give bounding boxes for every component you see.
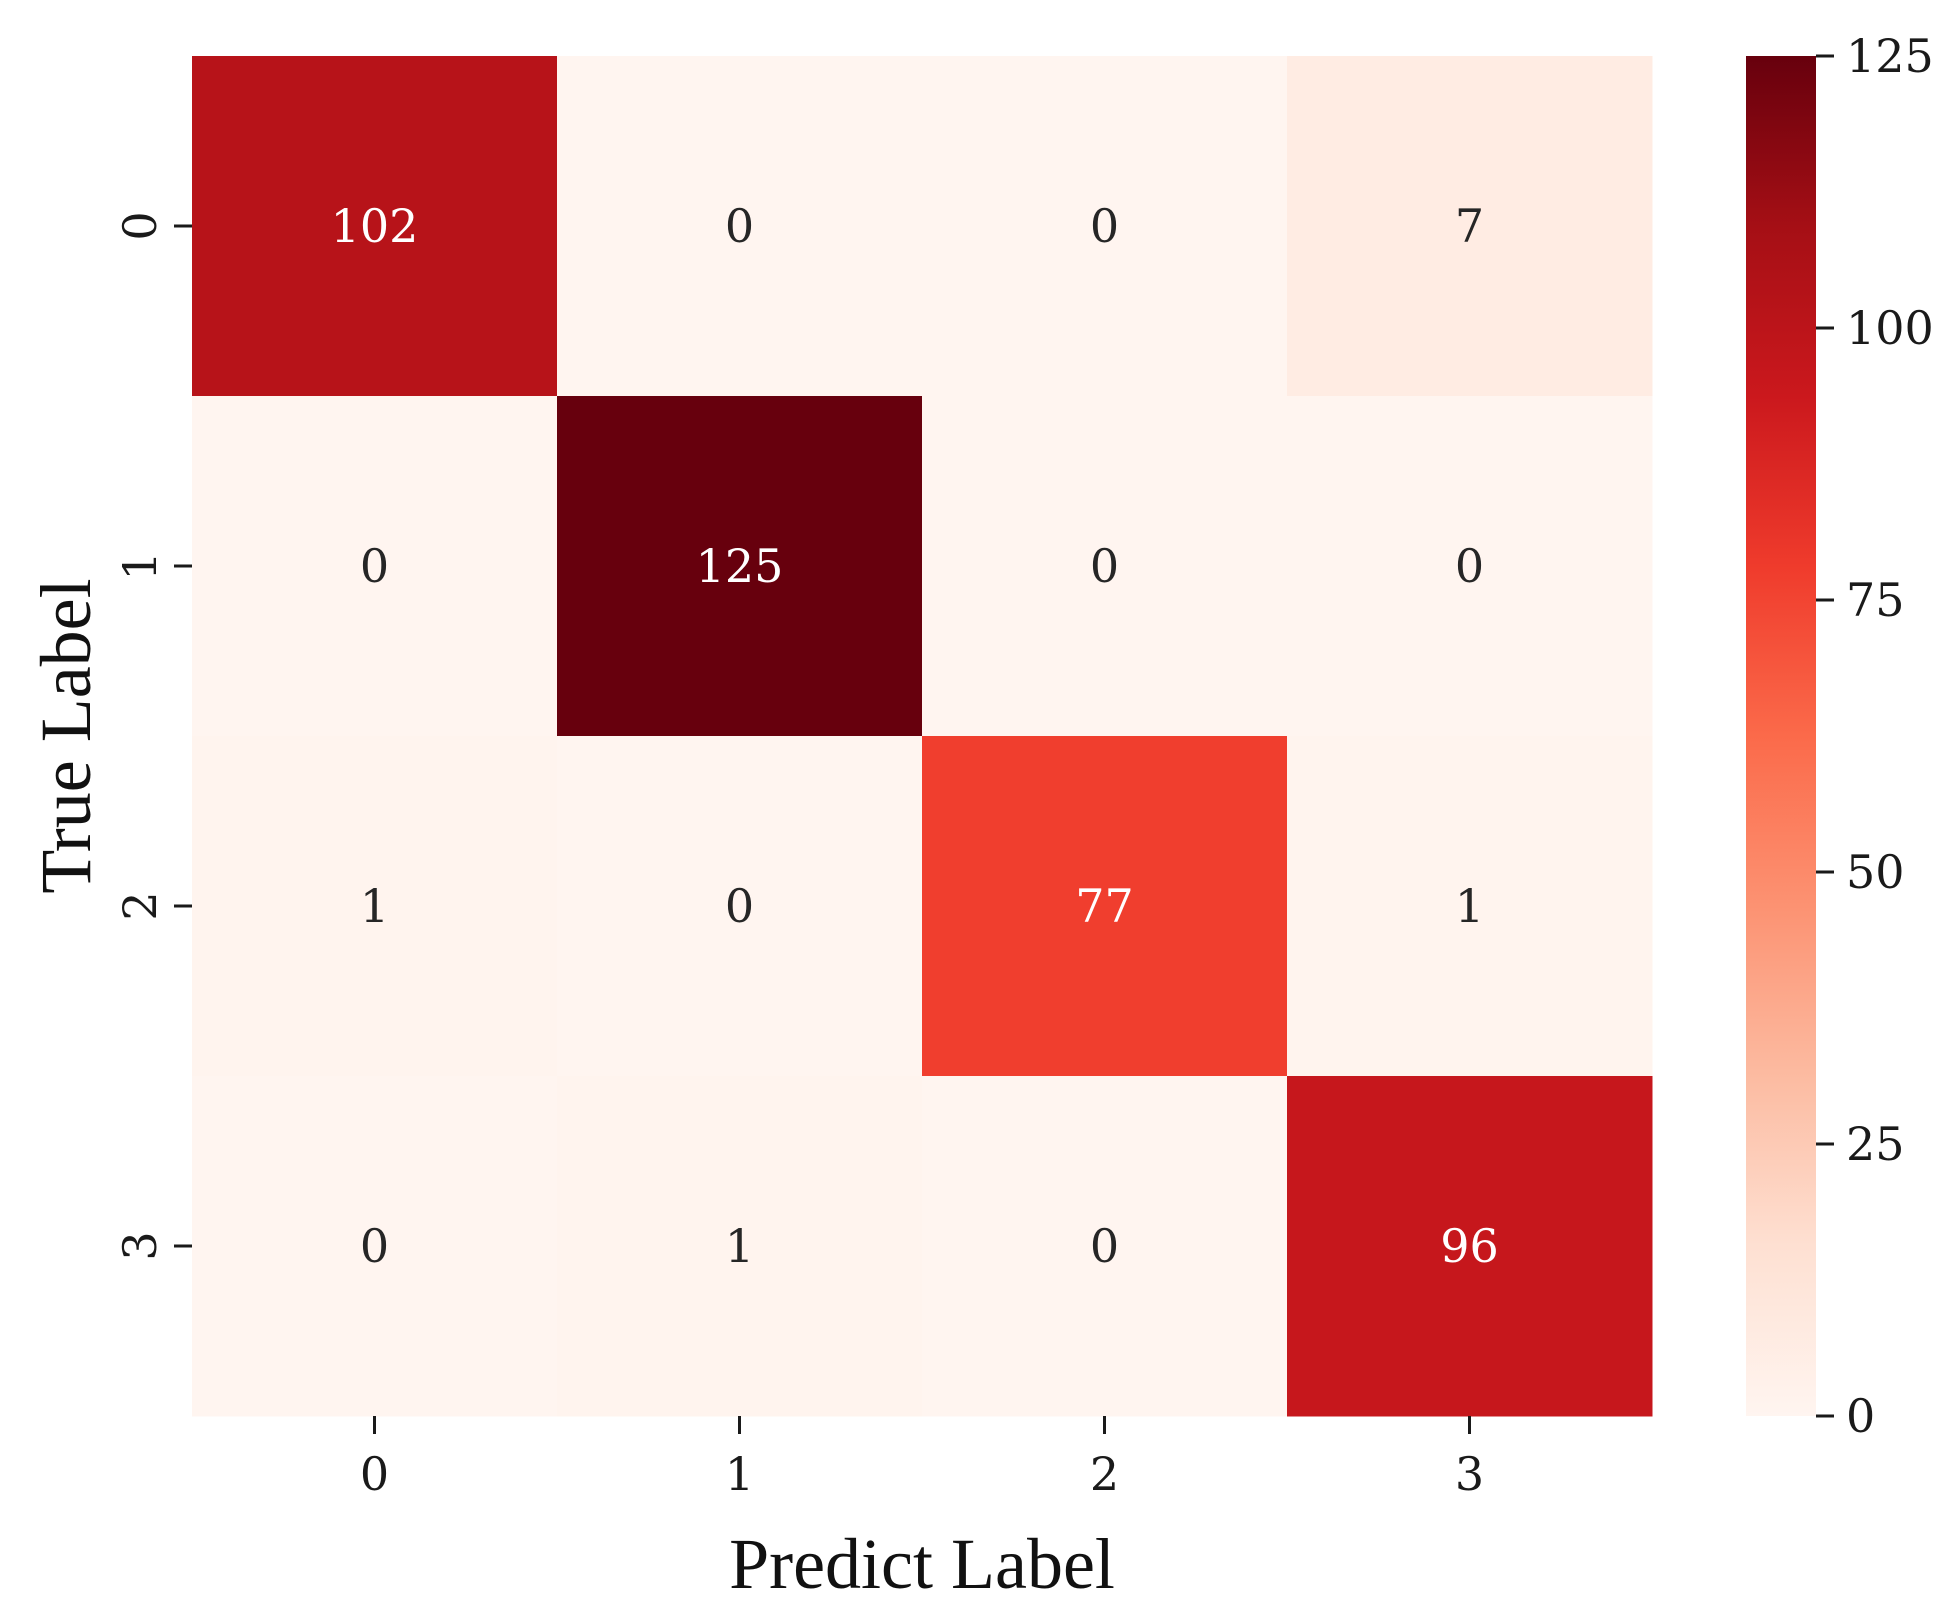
x-tick-label-1: 1: [725, 1447, 754, 1501]
cell-value-r1-c2: 0: [1090, 539, 1119, 593]
cell-value-r0-c0: 102: [331, 199, 419, 253]
cell-value-r2-c0: 1: [360, 879, 389, 933]
colorbar-tick-label-2: 50: [1846, 845, 1905, 899]
x-axis: 0 1 2 3: [360, 1416, 1484, 1501]
colorbar-tick-label-0: 0: [1846, 1389, 1875, 1443]
x-axis-title: Predict Label: [729, 1524, 1115, 1604]
heatmap-cell-r2-c2: [922, 736, 1288, 1077]
x-tick-label-0: 0: [360, 1447, 389, 1501]
cell-value-r0-c1: 0: [725, 199, 754, 253]
y-axis: 0 1 2 3: [113, 211, 192, 1261]
colorbar-tick-label-3: 75: [1846, 573, 1905, 627]
cell-value-r3-c2: 0: [1090, 1219, 1119, 1273]
cell-value-r3-c1: 1: [725, 1219, 754, 1273]
cell-value-r2-c2: 77: [1075, 879, 1134, 933]
x-tick-label-2: 2: [1090, 1447, 1119, 1501]
heatmap-cell-r2-c3: [1287, 736, 1653, 1077]
heatmap-cell-r2-c1: [557, 736, 923, 1077]
y-axis-title: True Label: [26, 578, 106, 893]
heatmap-cell-r0-c2: [922, 56, 1288, 397]
heatmap-cell-r2-c0: [192, 736, 558, 1077]
y-tick-label-2: 2: [113, 891, 167, 920]
cell-value-r0-c2: 0: [1090, 199, 1119, 253]
heatmap-cell-r3-c3: [1287, 1076, 1653, 1417]
heatmap-cell-r1-c2: [922, 396, 1288, 737]
heatmap-cell-r3-c2: [922, 1076, 1288, 1417]
colorbar-tick-label-5: 125: [1846, 29, 1934, 83]
cell-value-r0-c3: 7: [1455, 199, 1484, 253]
colorbar-tick-label-4: 100: [1846, 301, 1934, 355]
cell-value-r3-c3: 96: [1440, 1219, 1499, 1273]
heatmap-cells: [192, 56, 1653, 1417]
colorbar: 0 25 50 75 100 125: [1746, 29, 1934, 1443]
heatmap-cell-r0-c3: [1287, 56, 1653, 397]
heatmap-cell-r1-c1: [557, 396, 923, 737]
heatmap-cell-labels: 102 0 0 7 0 125 0 0 1 0 77 1 0 1 0 96: [331, 199, 1499, 1273]
cell-value-r2-c3: 1: [1455, 879, 1484, 933]
cell-value-r1-c0: 0: [360, 539, 389, 593]
cell-value-r3-c0: 0: [360, 1219, 389, 1273]
y-tick-label-0: 0: [113, 211, 167, 240]
colorbar-tick-label-1: 25: [1846, 1117, 1905, 1171]
heatmap-cell-r0-c1: [557, 56, 923, 397]
cell-value-r1-c1: 125: [696, 539, 784, 593]
y-tick-label-3: 3: [113, 1231, 167, 1260]
colorbar-gradient: [1746, 56, 1816, 1416]
x-tick-label-3: 3: [1455, 1447, 1484, 1501]
cell-value-r2-c1: 0: [725, 879, 754, 933]
cell-value-r1-c3: 0: [1455, 539, 1484, 593]
y-tick-label-1: 1: [113, 551, 167, 580]
heatmap-cell-r0-c0: [192, 56, 558, 397]
heatmap-cell-r3-c0: [192, 1076, 558, 1417]
heatmap-cell-r1-c0: [192, 396, 558, 737]
heatmap-cell-r3-c1: [557, 1076, 923, 1417]
heatmap-cell-r1-c3: [1287, 396, 1653, 737]
